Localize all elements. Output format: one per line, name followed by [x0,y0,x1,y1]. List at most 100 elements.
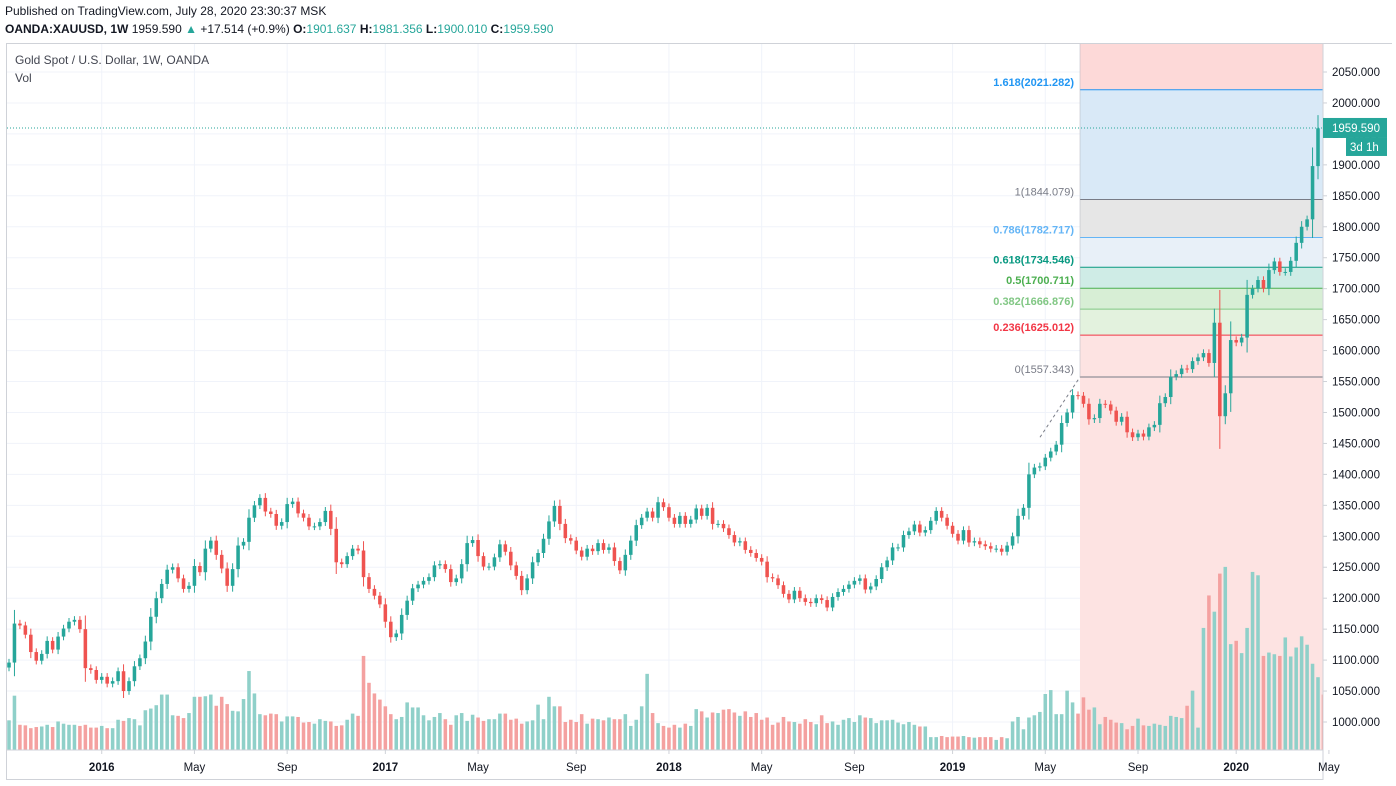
candle [1065,408,1069,427]
volume-bar [56,721,60,750]
volume-bar [121,720,126,750]
fib-level-label: 0.382(1666.876) [993,296,1074,308]
candle-body [1239,337,1244,343]
candle [29,628,33,659]
volume-bar [814,724,818,750]
volume-bar [585,723,589,750]
volume-bars [7,566,1326,750]
candle [290,497,295,508]
candle-body [1092,418,1097,420]
volume-bar [296,716,300,750]
volume-bar [149,708,153,750]
time-tick-label: Sep [277,762,297,774]
candle [421,577,426,589]
candle [1130,428,1135,441]
candle [694,504,698,524]
volume-bar [367,682,371,750]
candle [1196,353,1200,365]
candle [323,507,328,526]
candle-body [443,564,448,570]
candle-body [432,565,437,578]
high-value: 1981.356 [372,22,423,36]
candle-body [514,565,519,576]
candle [661,498,666,511]
candle [1054,440,1058,456]
fib-retracement[interactable]: 1.618(2021.282) 1(1844.079) 0.786(1782.717… [993,44,1323,750]
volume-bar [132,719,137,750]
volume-bar [650,713,655,750]
time-tick-label: 2018 [656,762,682,774]
candle-body [29,634,33,653]
candle-body [334,528,339,563]
candle [329,504,333,536]
time-axis[interactable]: 2016 May Sep 2017 May Sep 2018 May Sep 2019 May Sep… [7,749,1340,774]
candle-body [552,505,557,522]
volume-bar [1016,716,1020,750]
candle-body [710,507,715,524]
candle-body [585,548,589,557]
volume-bar [999,737,1004,750]
candle-body [509,551,513,566]
fib-zone [1080,89,1323,200]
time-tick-label: 2020 [1223,762,1249,774]
volume-bar [945,737,949,750]
candle [399,608,404,640]
candle [143,635,148,665]
candle-body [1305,219,1309,227]
candle-body [149,616,153,642]
volume-bar [405,702,409,750]
volume-bar [209,694,213,750]
candle-body [819,598,824,601]
candle [590,544,595,555]
volume-bar [225,704,229,750]
candle [956,530,960,545]
candle [432,561,437,582]
time-tick-label: May [751,762,773,774]
candle-body [836,592,840,597]
volume-bar [699,711,704,750]
volume-bar [552,706,557,750]
volume-bar [1005,738,1009,750]
candle [667,503,671,522]
candle [116,667,120,685]
volume-bar [274,714,279,750]
candle [1081,392,1086,408]
candle-body [928,520,933,531]
volume-bar [89,727,93,750]
candle [389,616,393,643]
candle [1087,398,1091,425]
price-tick-label: 1800.000 [1332,222,1380,234]
volume-bar [290,716,295,750]
candle-body [738,541,742,543]
candle-body [645,511,649,518]
candle-body [39,653,44,661]
candle-body [143,641,148,659]
volume-bar [1223,566,1228,750]
candle-body [1174,374,1178,377]
candles [7,115,1323,698]
candle [1048,447,1053,462]
candle-body [950,525,955,534]
candle [274,509,279,530]
candle-body [1125,416,1129,433]
candle-body [667,507,671,518]
volume-bar [7,720,11,750]
candle [279,518,284,530]
candle [170,563,175,574]
candle-body [383,604,388,622]
volume-bar [159,694,164,750]
volume-bar [536,704,540,750]
candle-body [1294,242,1298,261]
candle [563,518,568,544]
candle [519,570,524,596]
candle-body [579,550,584,557]
candle [1250,284,1255,299]
candle-body [841,588,846,592]
candle-body [345,556,349,565]
candle-body [367,577,371,589]
volume-bar [525,721,529,750]
price-axis[interactable]: 2050.0002000.0001950.0001900.0001850.000… [1322,44,1392,780]
candle-body [590,548,595,552]
candle-body [858,578,862,581]
